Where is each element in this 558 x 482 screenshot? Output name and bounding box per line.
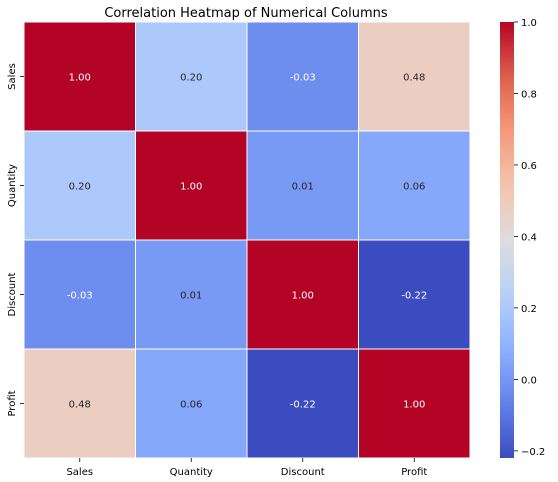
heatmap-cell-label: 0.20: [69, 182, 91, 193]
chart-title: Correlation Heatmap of Numerical Columns: [104, 6, 388, 21]
heatmap-cell: [23, 21, 136, 132]
heatmap-cell: [358, 130, 471, 241]
y-tick-label: Quantity: [7, 164, 18, 207]
heatmap-cell-label: 1.00: [292, 291, 314, 302]
heatmap-cell-labels: 1.00 0.20 -0.03 0.48 0.20 1.00 0.01 0.06 -0.03 0.…: [67, 73, 427, 411]
heatmap-cell-label: -0.22: [401, 291, 427, 302]
heatmap-cell: [135, 130, 248, 241]
heatmap-cell: [135, 239, 248, 350]
colorbar-tick-label: 0.0: [521, 375, 537, 386]
heatmap-cell: [23, 348, 136, 459]
heatmap-cell-label: -0.03: [67, 291, 93, 302]
heatmap-cell-label: 0.20: [180, 73, 202, 84]
colorbar-tick-label: 0.8: [521, 89, 537, 100]
heatmap-cell-label: 0.01: [292, 182, 314, 193]
x-tick-label: Profit: [401, 467, 427, 478]
y-axis-ticks: Sales Quantity Discount Profit: [7, 63, 24, 417]
heatmap-cell-label: 0.01: [180, 291, 202, 302]
heatmap-cell: [358, 239, 471, 350]
heatmap-cell: [246, 348, 359, 459]
heatmap-cell: [358, 21, 471, 132]
heatmap-cell: [246, 21, 359, 132]
colorbar-tick-label: 0.4: [521, 232, 537, 243]
colorbar-tick-label: 1.0: [521, 18, 537, 29]
heatmap-cell-label: 0.06: [403, 182, 425, 193]
y-tick-label: Sales: [7, 63, 18, 90]
x-tick-label: Quantity: [170, 467, 213, 478]
x-tick-label: Discount: [281, 467, 325, 478]
heatmap-cell-label: 1.00: [403, 400, 425, 411]
heatmap-cell-label: 1.00: [69, 73, 91, 84]
heatmap-cell-label: 1.00: [180, 182, 202, 193]
heatmap-cell-label: 0.06: [180, 400, 202, 411]
y-tick-label: Discount: [7, 272, 18, 316]
heatmap-cell: [358, 348, 471, 459]
heatmap-cell-label: 0.48: [69, 400, 91, 411]
colorbar-tick-label: 0.6: [521, 161, 537, 172]
heatmap-cell: [23, 130, 136, 241]
heatmap-cell-label: -0.03: [290, 73, 316, 84]
x-axis-ticks: Sales Quantity Discount Profit: [66, 458, 427, 478]
colorbar: 1.0 0.8 0.6 0.4 0.2 0.0 −0.2: [500, 18, 545, 458]
heatmap-cell: [135, 21, 248, 132]
colorbar-gradient: [500, 22, 514, 458]
colorbar-tick-label: −0.2: [521, 447, 545, 458]
x-tick-label: Sales: [66, 467, 93, 478]
y-tick-label: Profit: [7, 390, 18, 416]
heatmap-cell: [135, 348, 248, 459]
colorbar-tick-label: 0.2: [521, 304, 537, 315]
heatmap-cells: [23, 21, 471, 459]
heatmap-cell-label: -0.22: [290, 400, 316, 411]
heatmap-cell-label: 0.48: [403, 73, 425, 84]
